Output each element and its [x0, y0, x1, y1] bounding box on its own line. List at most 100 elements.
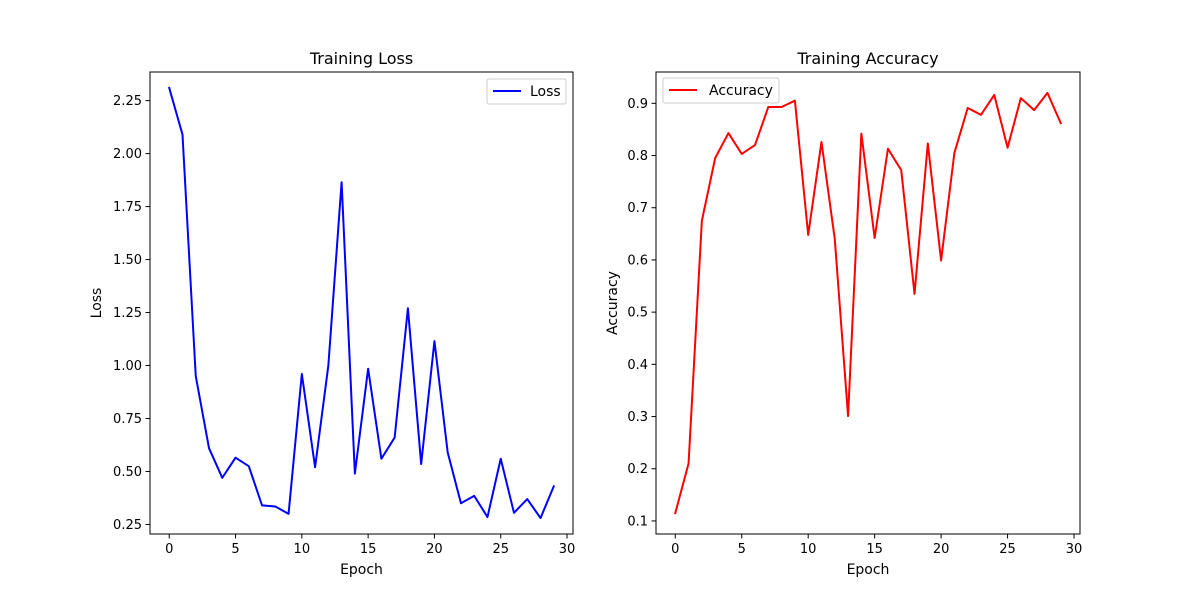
- loss-data-point: [486, 516, 488, 518]
- accuracy-data-point: [834, 238, 836, 240]
- accuracy-data-point: [1020, 97, 1022, 99]
- accuracy-y-tick-label: 0.2: [627, 462, 648, 477]
- loss-data-point: [261, 504, 263, 506]
- accuracy-data-point: [993, 94, 995, 96]
- loss-data-point: [433, 340, 435, 342]
- loss-y-tick-label: 1.25: [113, 306, 142, 321]
- loss-data-point: [500, 458, 502, 460]
- accuracy-data-point: [967, 107, 969, 109]
- accuracy-legend-label: Accuracy: [709, 83, 773, 99]
- loss-data-point: [394, 437, 396, 439]
- loss-x-ticks: 0 5 10 15 20 25 30: [165, 534, 575, 557]
- accuracy-data-point: [927, 143, 929, 145]
- accuracy-data-point: [887, 148, 889, 150]
- loss-plot-frame: [149, 71, 574, 535]
- loss-data-point: [181, 134, 183, 136]
- accuracy-data-point: [874, 237, 876, 239]
- accuracy-data-point: [953, 152, 955, 154]
- accuracy-y-tick-label: 0.3: [627, 410, 648, 425]
- accuracy-y-axis-label: Accuracy: [605, 271, 621, 335]
- accuracy-data-point: [860, 133, 862, 135]
- loss-x-tick-label: 30: [559, 542, 576, 557]
- accuracy-data-point: [980, 114, 982, 116]
- accuracy-y-tick-label: 0.1: [627, 514, 648, 529]
- loss-data-point: [380, 458, 382, 460]
- loss-data-point: [553, 485, 555, 487]
- accuracy-data-point: [727, 132, 729, 134]
- loss-x-tick-label: 20: [426, 542, 443, 557]
- loss-y-tick-label: 0.75: [113, 412, 142, 427]
- loss-data-point: [540, 517, 542, 519]
- accuracy-data-point: [674, 512, 676, 514]
- loss-chart: Training Loss Epoch Loss 0 5 10 15 20 25 30 0.…: [89, 49, 575, 578]
- loss-x-tick-label: 15: [360, 542, 377, 557]
- accuracy-y-tick-label: 0.4: [627, 358, 648, 373]
- loss-y-tick-label: 0.50: [113, 465, 142, 480]
- loss-x-tick-label: 25: [492, 542, 509, 557]
- accuracy-data-point: [741, 153, 743, 155]
- loss-legend-label: Loss: [530, 84, 561, 100]
- accuracy-data-point: [847, 415, 849, 417]
- loss-data-point: [288, 513, 290, 515]
- loss-x-tick-label: 5: [231, 542, 239, 557]
- loss-data-point: [314, 466, 316, 468]
- accuracy-x-ticks: 0 5 10 15 20 25 30: [671, 534, 1082, 557]
- accuracy-data-point: [807, 234, 809, 236]
- loss-y-tick-label: 1.00: [113, 359, 142, 374]
- loss-legend-box: [486, 78, 567, 105]
- accuracy-x-tick-label: 20: [933, 542, 950, 557]
- accuracy-legend: Accuracy: [662, 77, 780, 104]
- accuracy-y-ticks: 0.1 0.2 0.3 0.4 0.5 0.6 0.7 0.8 0.9: [627, 97, 656, 529]
- accuracy-data-point: [900, 169, 902, 171]
- accuracy-y-tick-label: 0.7: [627, 201, 648, 216]
- accuracy-y-tick-label: 0.6: [627, 253, 648, 268]
- loss-y-tick-label: 1.75: [113, 200, 142, 215]
- accuracy-data-point: [1060, 122, 1062, 124]
- accuracy-data-point: [820, 141, 822, 143]
- loss-data-point: [460, 502, 462, 504]
- loss-x-axis-label: Epoch: [340, 562, 383, 578]
- accuracy-data-point: [714, 157, 716, 159]
- loss-y-tick-label: 0.25: [113, 518, 142, 533]
- loss-y-tick-label: 2.00: [113, 147, 142, 162]
- accuracy-data-point: [767, 106, 769, 108]
- accuracy-series-layer: [674, 91, 1063, 515]
- loss-x-tick-label: 0: [165, 542, 173, 557]
- accuracy-x-tick-label: 15: [866, 542, 883, 557]
- accuracy-data-point: [1033, 109, 1035, 111]
- loss-y-axis-label: Loss: [89, 288, 105, 319]
- loss-chart-title: Training Loss: [309, 49, 413, 68]
- loss-data-point: [208, 447, 210, 449]
- accuracy-data-point: [794, 100, 796, 102]
- loss-data-point: [221, 477, 223, 479]
- loss-data-point: [447, 451, 449, 453]
- accuracy-y-tick-label: 0.9: [627, 97, 648, 112]
- loss-data-point: [235, 457, 237, 459]
- loss-data-point: [248, 465, 250, 467]
- accuracy-series-line: [674, 91, 1063, 515]
- accuracy-data-point: [1007, 147, 1009, 149]
- loss-data-point: [513, 512, 515, 514]
- loss-data-point: [341, 181, 343, 183]
- loss-data-point: [195, 375, 197, 377]
- accuracy-y-tick-label: 0.8: [627, 149, 648, 164]
- loss-data-point: [327, 365, 329, 367]
- accuracy-chart: Training Accuracy Epoch Accuracy 0 5 10 15 2…: [605, 49, 1082, 578]
- loss-data-point: [367, 368, 369, 370]
- loss-data-point: [420, 463, 422, 465]
- loss-data-point: [168, 87, 170, 89]
- accuracy-chart-title: Training Accuracy: [796, 49, 938, 68]
- accuracy-x-tick-label: 30: [1066, 542, 1083, 557]
- loss-y-tick-label: 1.50: [113, 253, 142, 268]
- accuracy-data-point: [940, 259, 942, 261]
- loss-series-layer: [167, 86, 556, 520]
- accuracy-x-tick-label: 5: [738, 542, 746, 557]
- accuracy-data-point: [781, 106, 783, 108]
- accuracy-data-point: [688, 463, 690, 465]
- accuracy-data-point: [701, 220, 703, 222]
- accuracy-x-axis-label: Epoch: [847, 562, 890, 578]
- loss-data-point: [473, 495, 475, 497]
- accuracy-x-tick-label: 10: [800, 542, 817, 557]
